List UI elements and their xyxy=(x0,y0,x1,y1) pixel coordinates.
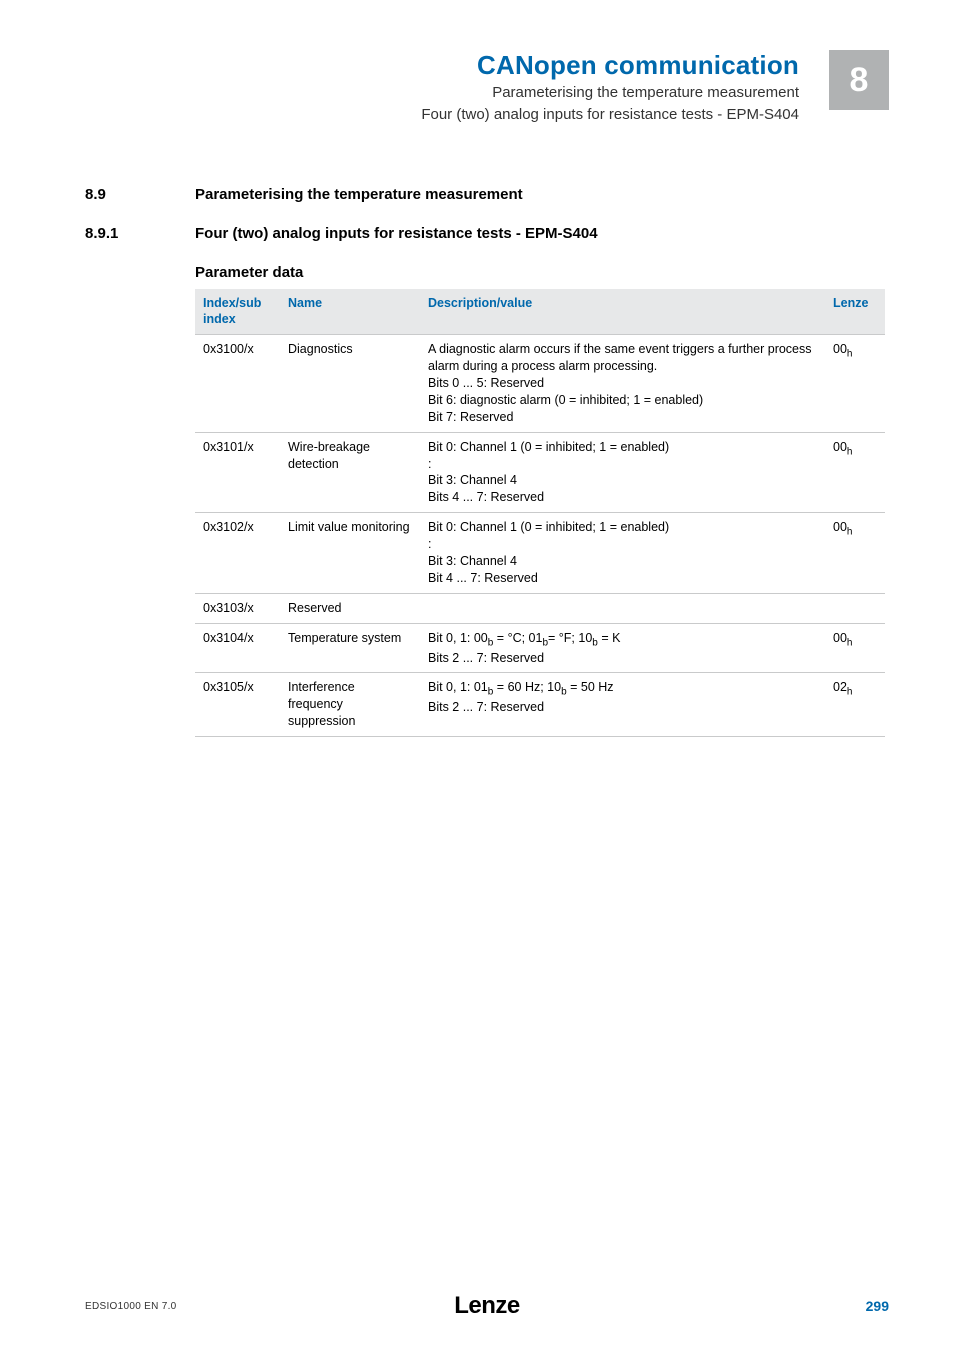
cell-name: Reserved xyxy=(280,593,420,623)
section-title: Four (two) analog inputs for resistance … xyxy=(195,225,598,242)
page-header: CANopen communication Parameterising the… xyxy=(85,50,889,126)
cell-name: Diagnostics xyxy=(280,335,420,432)
table-row: 0x3100/xDiagnosticsA diagnostic alarm oc… xyxy=(195,335,885,432)
header-sub1: Parameterising the temperature measureme… xyxy=(85,83,799,103)
cell-index: 0x3103/x xyxy=(195,593,280,623)
cell-index: 0x3104/x xyxy=(195,623,280,673)
section-8-9: 8.9 Parameterising the temperature measu… xyxy=(85,186,889,203)
table-row: 0x3104/xTemperature systemBit 0, 1: 00b … xyxy=(195,623,885,673)
header-title: CANopen communication xyxy=(85,50,799,81)
cell-lenze: 02h xyxy=(825,673,885,737)
cell-index: 0x3101/x xyxy=(195,432,280,513)
table-row: 0x3105/xInterference frequency suppressi… xyxy=(195,673,885,737)
table-row: 0x3103/xReserved xyxy=(195,593,885,623)
cell-description: Bit 0: Channel 1 (0 = inhibited; 1 = ena… xyxy=(420,513,825,594)
section-8-9-1: 8.9.1 Four (two) analog inputs for resis… xyxy=(85,225,889,738)
footer-page-number: 299 xyxy=(866,1298,889,1314)
cell-description: Bit 0: Channel 1 (0 = inhibited; 1 = ena… xyxy=(420,432,825,513)
col-header-index: Index/sub index xyxy=(195,289,280,335)
cell-lenze xyxy=(825,593,885,623)
header-sub2: Four (two) analog inputs for resistance … xyxy=(85,105,799,125)
table-header-row: Index/sub index Name Description/value L… xyxy=(195,289,885,335)
col-header-name: Name xyxy=(280,289,420,335)
cell-lenze: 00h xyxy=(825,432,885,513)
cell-name: Temperature system xyxy=(280,623,420,673)
footer-doc-id: EDSIO1000 EN 7.0 xyxy=(85,1301,177,1312)
footer-brand: Lenze xyxy=(454,1292,520,1320)
section-title: Parameterising the temperature measureme… xyxy=(195,186,523,203)
cell-description: Bit 0, 1: 01b = 60 Hz; 10b = 50 HzBits 2… xyxy=(420,673,825,737)
table-row: 0x3101/xWire-breakage detectionBit 0: Ch… xyxy=(195,432,885,513)
page-footer: EDSIO1000 EN 7.0 Lenze 299 xyxy=(85,1298,889,1314)
parameter-table: Index/sub index Name Description/value L… xyxy=(195,289,885,738)
cell-name: Limit value monitoring xyxy=(280,513,420,594)
cell-lenze: 00h xyxy=(825,623,885,673)
cell-index: 0x3105/x xyxy=(195,673,280,737)
cell-description: Bit 0, 1: 00b = °C; 01b= °F; 10b = KBits… xyxy=(420,623,825,673)
cell-index: 0x3102/x xyxy=(195,513,280,594)
section-number: 8.9 xyxy=(85,186,195,203)
col-header-lenze: Lenze xyxy=(825,289,885,335)
cell-lenze: 00h xyxy=(825,513,885,594)
chapter-number-box: 8 xyxy=(829,50,889,110)
col-header-desc: Description/value xyxy=(420,289,825,335)
cell-description: A diagnostic alarm occurs if the same ev… xyxy=(420,335,825,432)
subtitle-parameter-data: Parameter data xyxy=(195,264,889,281)
cell-name: Interference frequency suppression xyxy=(280,673,420,737)
cell-name: Wire-breakage detection xyxy=(280,432,420,513)
section-number: 8.9.1 xyxy=(85,225,195,242)
cell-description xyxy=(420,593,825,623)
table-row: 0x3102/xLimit value monitoringBit 0: Cha… xyxy=(195,513,885,594)
cell-index: 0x3100/x xyxy=(195,335,280,432)
table-body: 0x3100/xDiagnosticsA diagnostic alarm oc… xyxy=(195,335,885,737)
cell-lenze: 00h xyxy=(825,335,885,432)
